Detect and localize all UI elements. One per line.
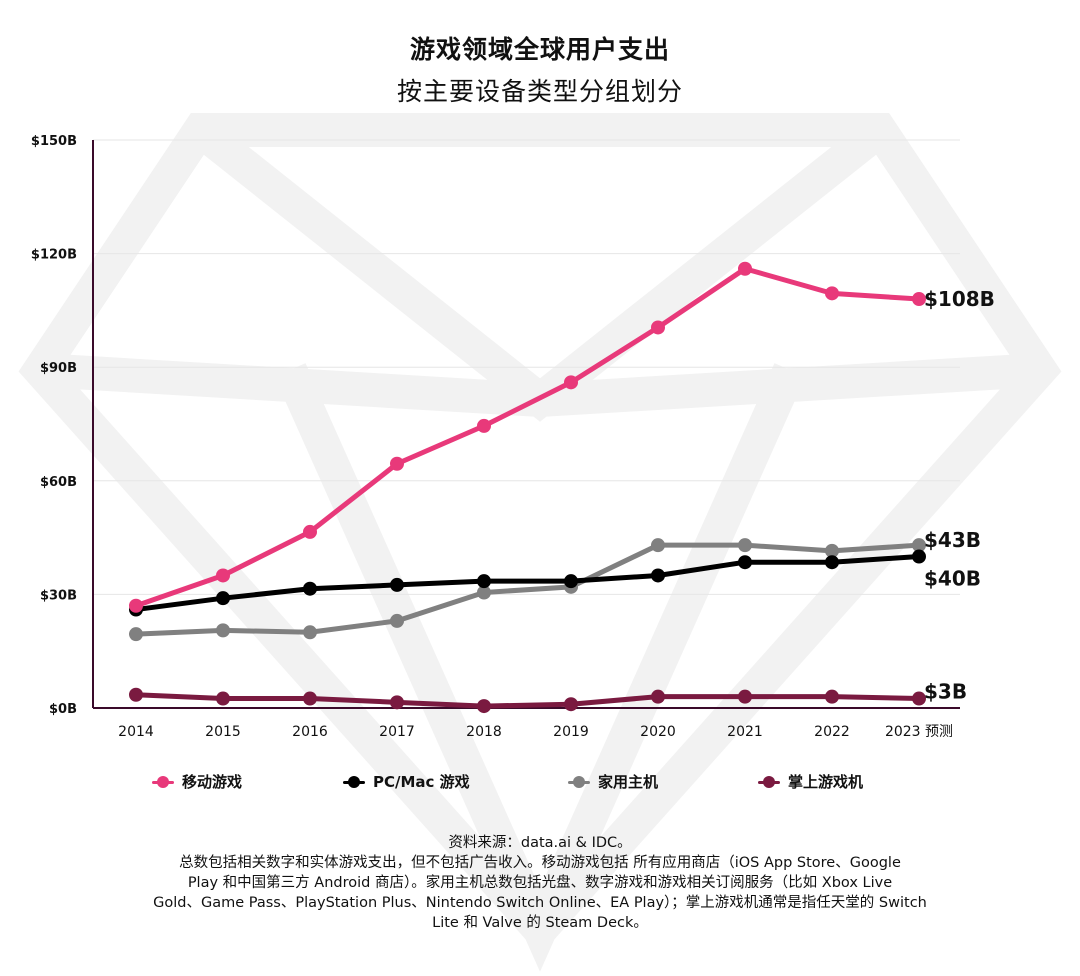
data-point	[738, 689, 752, 704]
data-point	[216, 623, 230, 638]
data-point	[216, 691, 230, 706]
data-point	[216, 568, 230, 583]
legend-swatch-pc	[343, 775, 365, 788]
y-tick-label: $120B	[31, 248, 77, 263]
data-point	[825, 543, 839, 558]
legend-swatch-console	[568, 775, 590, 788]
footnote-line: Gold、Game Pass、PlayStation Plus、Nintendo…	[153, 895, 927, 911]
data-point	[825, 689, 839, 704]
data-point	[303, 581, 317, 596]
legend-label-mobile: 移动游戏	[182, 773, 243, 791]
legend-label-handheld: 掌上游戏机	[788, 773, 864, 791]
footnote-source: 资料来源：data.ai & IDC。	[448, 835, 632, 851]
x-tick-label: 2016	[292, 724, 328, 740]
data-point	[477, 574, 491, 589]
chart-title: 游戏领域全球用户支出	[409, 35, 670, 64]
x-tick-label: 2018	[466, 724, 502, 740]
legend-item-mobile: 移动游戏	[152, 771, 242, 792]
data-point	[738, 555, 752, 570]
series-3	[129, 687, 926, 714]
data-point	[303, 524, 317, 539]
y-tick-label: $90B	[40, 361, 77, 376]
data-point	[564, 697, 578, 712]
series-line	[133, 266, 922, 609]
y-tick-label: $150B	[31, 134, 77, 149]
data-point	[825, 286, 839, 301]
data-point	[129, 687, 143, 702]
data-point	[477, 585, 491, 600]
legend-label-pc: PC/Mac 游戏	[373, 773, 470, 791]
x-tick-label: 2015	[205, 724, 241, 740]
x-tick-label: 2022	[814, 724, 850, 740]
data-point	[390, 577, 404, 592]
data-point	[129, 598, 143, 613]
legend-item-handheld: 掌上游戏机	[758, 771, 863, 792]
series-group	[129, 261, 926, 714]
axes	[92, 140, 960, 709]
series-line	[133, 554, 922, 613]
legend: 移动游戏 PC/Mac 游戏 家用主机 掌上游戏机	[0, 771, 1080, 797]
series-line	[133, 692, 922, 709]
data-point	[390, 613, 404, 628]
x-tick-label: 2014	[118, 724, 154, 740]
y-tick-label: $30B	[40, 588, 77, 603]
x-tick-label: 2019	[553, 724, 589, 740]
series-0	[129, 261, 926, 613]
data-point	[303, 625, 317, 640]
data-point	[738, 261, 752, 276]
footnote-line: Play 和中国第三方 Android 商店）。家用主机总数包括光盘、数字游戏和…	[187, 875, 893, 891]
data-point	[564, 574, 578, 589]
y-tick-label: $0B	[49, 702, 77, 717]
footnote-line: Lite 和 Valve 的 Steam Deck。	[432, 915, 648, 931]
data-point	[651, 538, 665, 553]
data-point	[390, 695, 404, 710]
gridlines	[93, 139, 960, 595]
y-tick-labels: $0B $30B $60B $90B $120B $150B	[31, 134, 77, 717]
footnote: 资料来源：data.ai & IDC。 总数包括相关数字和实体游戏支出，但不包括…	[110, 833, 970, 933]
data-point	[825, 555, 839, 570]
data-point	[390, 456, 404, 471]
footnote-line: 总数包括相关数字和实体游戏支出，但不包括广告收入。移动游戏包括 所有应用商店（i…	[179, 855, 901, 871]
x-tick-label: 2017	[379, 724, 415, 740]
data-point	[651, 568, 665, 583]
data-point	[738, 538, 752, 553]
series-line	[133, 542, 922, 637]
data-point	[129, 627, 143, 642]
data-point	[216, 591, 230, 606]
legend-swatch-handheld	[758, 775, 780, 788]
data-point	[651, 320, 665, 335]
end-label: $3B	[924, 680, 967, 704]
data-point	[912, 691, 926, 706]
legend-item-console: 家用主机	[568, 771, 658, 792]
y-tick-label: $60B	[40, 475, 77, 490]
legend-item-pc: PC/Mac 游戏	[343, 771, 470, 792]
data-point	[477, 418, 491, 433]
end-label: $40B	[924, 567, 981, 591]
end-label: $43B	[924, 528, 981, 552]
data-point	[303, 691, 317, 706]
data-point	[912, 549, 926, 564]
legend-swatch-mobile	[152, 775, 174, 788]
watermark	[18, 113, 1062, 972]
x-tick-label: 2020	[640, 724, 676, 740]
legend-label-console: 家用主机	[598, 773, 659, 791]
end-labels: $108B $40B $43B $3B	[924, 287, 995, 703]
data-point	[477, 699, 491, 714]
data-point	[912, 292, 926, 307]
chart-subtitle: 按主要设备类型分组划分	[396, 77, 683, 106]
data-point	[564, 375, 578, 390]
x-tick-labels: 2014 2015 2016 2017 2018 2019 2020 2021 2022 2023…	[118, 724, 953, 740]
end-label: $108B	[924, 287, 995, 311]
data-point	[912, 538, 926, 553]
data-point	[651, 689, 665, 704]
x-tick-label: 2023 预测	[885, 724, 953, 740]
x-tick-label: 2021	[727, 724, 763, 740]
